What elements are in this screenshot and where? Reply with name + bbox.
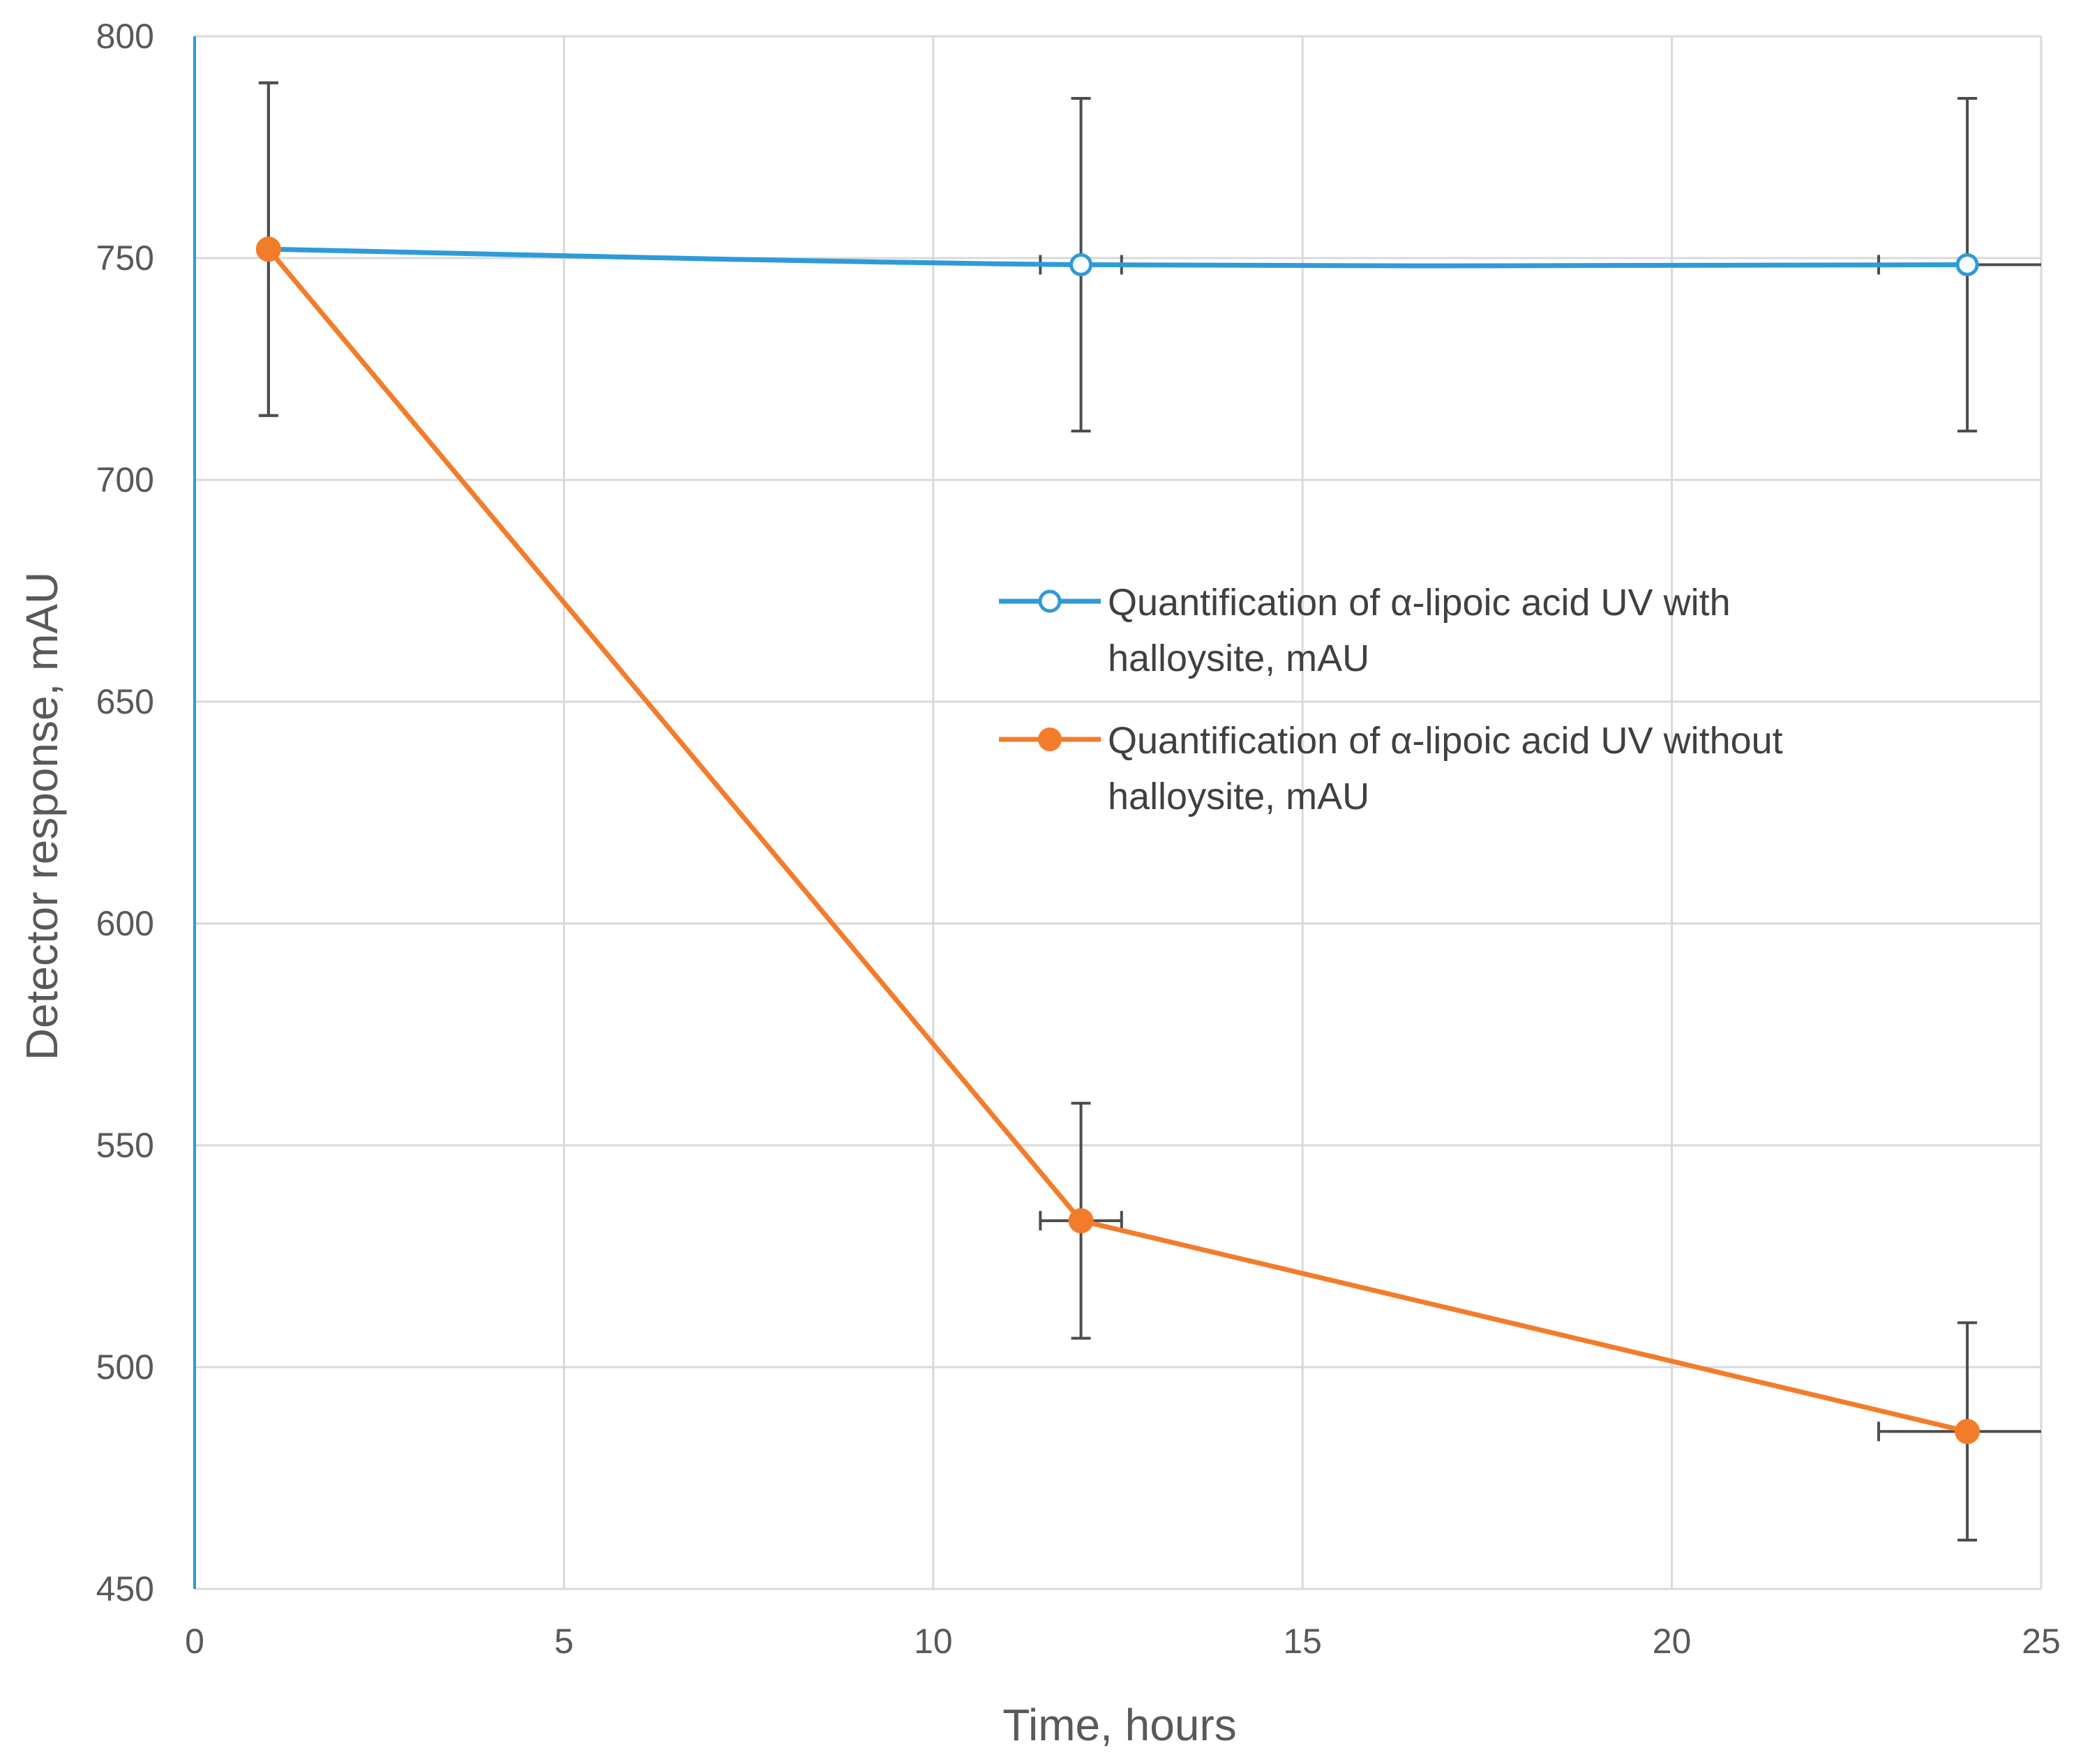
grid — [193, 35, 2043, 1590]
y-tick-label: 700 — [96, 460, 154, 499]
data-point — [1068, 1208, 1094, 1234]
y-tick-label: 750 — [96, 239, 154, 278]
y-tick-label: 550 — [96, 1126, 154, 1165]
y-tick-label: 500 — [96, 1348, 154, 1387]
y-tick-label: 450 — [96, 1569, 154, 1608]
legend-label: halloysite, mAU — [1108, 638, 1369, 679]
y-tick-label: 650 — [96, 682, 154, 721]
x-tick-label: 10 — [914, 1622, 953, 1661]
data-point — [1955, 1419, 1980, 1445]
x-tick-label: 5 — [554, 1622, 573, 1661]
x-axis-title: Time, hours — [1002, 1700, 1237, 1750]
data-point — [255, 236, 281, 262]
x-tick-label: 0 — [185, 1622, 204, 1661]
x-tick-label: 25 — [2022, 1622, 2061, 1661]
y-tick-label: 600 — [96, 904, 154, 943]
x-tick-label: 20 — [1653, 1622, 1692, 1661]
legend-swatch-marker — [1038, 728, 1062, 751]
tick-labels: 450 500 550 600 650 700 750 800 0 5 10 15 20 25 — [96, 17, 2061, 1661]
x-tick-label: 15 — [1283, 1622, 1322, 1661]
legend-label: Quantification of α-lipoic acid UV with — [1108, 582, 1731, 624]
legend-swatch-marker — [1038, 589, 1062, 613]
y-tick-label: 800 — [96, 17, 154, 56]
series-line-1 — [266, 248, 1968, 1434]
data-point — [1069, 253, 1093, 277]
y-axis-title: Detector response, mAU — [17, 572, 67, 1061]
legend: Quantification of α-lipoic acid UV with h… — [999, 582, 1783, 817]
legend-label: halloysite, mAU — [1108, 776, 1369, 817]
series — [255, 236, 1980, 1445]
legend-label: Quantification of α-lipoic acid UV witho… — [1108, 720, 1783, 762]
data-point — [1955, 253, 1979, 277]
